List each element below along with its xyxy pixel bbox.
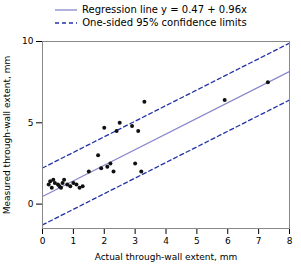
svg-text:4: 4	[163, 236, 169, 246]
svg-text:1: 1	[71, 236, 77, 246]
svg-text:7: 7	[256, 236, 262, 246]
svg-text:3: 3	[132, 236, 138, 246]
svg-text:8: 8	[287, 236, 293, 246]
html-text:One-sided 95% confidence limit: One-sided 95% confidence limits	[82, 17, 247, 28]
svg-text:2: 2	[101, 236, 107, 246]
svg-text:0: 0	[40, 236, 46, 246]
svg-text:Actual through-wall extent, mm: Actual through-wall extent, mm	[95, 252, 238, 262]
svg-text:6: 6	[225, 236, 231, 246]
html-text:Regression line y = 0.47 + 0.9: Regression line y = 0.47 + 0.96x	[82, 4, 247, 15]
svg-text:0: 0	[28, 199, 34, 209]
svg-text:10: 10	[22, 36, 34, 46]
svg-text:Measured through-wall extent,: Measured through-wall extent, mm	[2, 56, 12, 214]
svg-text:5: 5	[28, 118, 34, 128]
svg-text:5: 5	[194, 236, 200, 246]
